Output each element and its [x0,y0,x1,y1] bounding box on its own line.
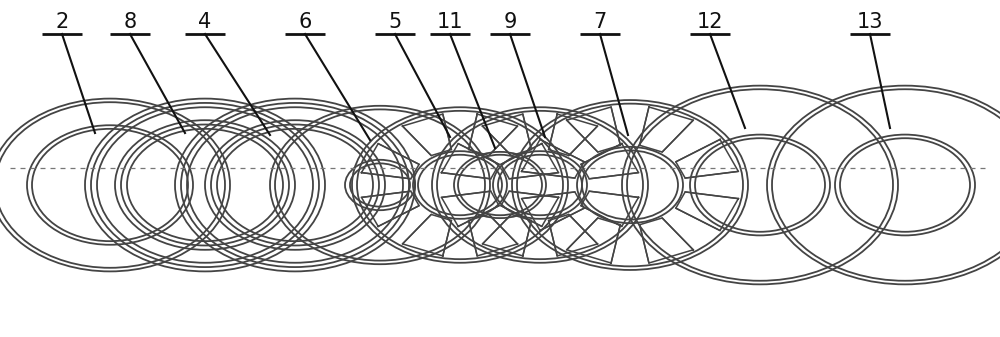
Text: 2: 2 [55,12,69,32]
Text: 4: 4 [198,12,212,32]
Text: 13: 13 [857,12,883,32]
Text: 6: 6 [298,12,312,32]
Text: 12: 12 [697,12,723,32]
Text: 5: 5 [388,12,402,32]
Text: 7: 7 [593,12,607,32]
Text: 11: 11 [437,12,463,32]
Text: 9: 9 [503,12,517,32]
Text: 8: 8 [123,12,137,32]
